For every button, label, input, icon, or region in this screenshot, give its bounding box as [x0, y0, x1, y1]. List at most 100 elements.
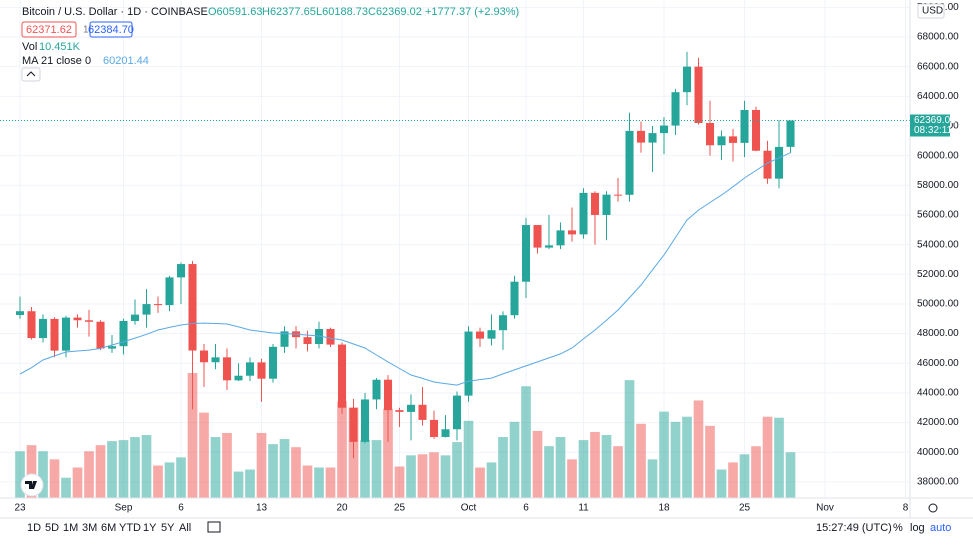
- volume-bar: [95, 445, 106, 498]
- bid-price[interactable]: 62371.62: [26, 24, 72, 36]
- x-tick-label: 23: [14, 503, 26, 514]
- auto-toggle[interactable]: auto: [930, 522, 951, 534]
- volume-bar: [429, 452, 439, 498]
- candle-body: [38, 318, 48, 339]
- y-tick-label: 50000.00: [917, 299, 959, 310]
- candle-body: [763, 150, 772, 179]
- y-tick-label: 48000.00: [917, 328, 959, 339]
- volume-bar: [337, 401, 347, 498]
- volume-bar: [636, 423, 646, 498]
- candle-body: [487, 330, 496, 339]
- volume-bar: [279, 439, 290, 498]
- ma-value: 60201.44: [103, 55, 149, 67]
- volume-bar: [693, 400, 704, 498]
- x-tick-label: 11: [578, 503, 589, 514]
- volume-bar: [567, 459, 577, 498]
- collapse-button[interactable]: [21, 67, 41, 82]
- y-tick-label: 38000.00: [917, 477, 959, 488]
- candle-body: [636, 130, 646, 143]
- candle-body: [705, 123, 715, 146]
- currency[interactable]: USD: [922, 6, 943, 17]
- x-tick-label: 20: [336, 503, 348, 514]
- volume-bar: [739, 454, 750, 498]
- candle-body: [533, 225, 542, 248]
- settings-icon[interactable]: [928, 503, 938, 513]
- range-button[interactable]: All: [179, 522, 191, 534]
- range-button[interactable]: 5Y: [161, 522, 175, 534]
- volume-bar: [49, 459, 60, 498]
- volume-bar: [705, 425, 715, 498]
- candle-body: [441, 429, 450, 437]
- candle-body: [211, 357, 220, 363]
- candle-body: [498, 315, 508, 331]
- volume-bar: [84, 451, 94, 498]
- volume-bar: [728, 462, 738, 498]
- range-button[interactable]: 1D: [27, 522, 41, 534]
- volume-bar: [544, 446, 554, 498]
- candle-body: [257, 362, 266, 379]
- candle-body: [130, 314, 140, 322]
- range-button[interactable]: 1Y: [143, 522, 157, 534]
- candle-body: [682, 66, 692, 93]
- ma-label: MA 21 close 0: [22, 55, 91, 67]
- y-tick-label: 46000.00: [917, 358, 959, 369]
- volume-bar: [785, 452, 796, 498]
- range-button[interactable]: 1M: [63, 522, 78, 534]
- candle-body: [579, 192, 588, 235]
- tradingview-logo: [20, 473, 44, 497]
- volume-bar: [141, 435, 152, 498]
- volume-bar: [498, 437, 508, 498]
- volume-bar: [302, 465, 313, 498]
- volume-bar: [774, 417, 784, 498]
- open-label: O60591.63: [208, 6, 262, 18]
- x-tick-label: Oct: [461, 503, 477, 514]
- volume-label: Vol: [22, 41, 37, 53]
- range-button[interactable]: 5D: [45, 522, 59, 534]
- date-range-icon[interactable]: [207, 521, 221, 533]
- volume-bar: [394, 466, 405, 498]
- x-tick-label: Nov: [816, 503, 834, 514]
- grid: [0, 0, 910, 498]
- log-toggle[interactable]: log: [910, 522, 925, 534]
- candle-body: [521, 225, 531, 282]
- candle-body: [452, 395, 462, 430]
- clock: 15:27:49 (UTC): [816, 522, 892, 534]
- y-tick-label: 52000.00: [917, 269, 959, 280]
- volume-bar: [417, 454, 428, 498]
- volume-bar: [61, 477, 71, 498]
- candle-body: [406, 404, 416, 412]
- candle-body: [153, 304, 163, 306]
- candle-body: [740, 109, 749, 143]
- bid-box[interactable]: [21, 21, 77, 38]
- range-button[interactable]: 6M: [101, 522, 116, 534]
- volume-bar: [659, 411, 669, 498]
- range-button[interactable]: 3M: [82, 522, 97, 534]
- volume-bar: [371, 440, 382, 498]
- high-label: H62377.65: [262, 6, 316, 18]
- candles: [0, 51, 910, 459]
- volume-bar: [164, 462, 175, 498]
- volume-bar: [613, 446, 623, 498]
- candle-body: [717, 136, 726, 146]
- volume-bar: [256, 432, 267, 498]
- candle-body: [50, 318, 59, 351]
- volume-bar: [762, 416, 773, 498]
- volume-bar: [532, 430, 543, 498]
- volume-bar: [210, 437, 221, 498]
- candle-body: [245, 362, 255, 376]
- range-button[interactable]: YTD: [119, 522, 141, 534]
- ask-price[interactable]: 62384.70: [88, 24, 134, 36]
- ask-box[interactable]: [89, 21, 133, 38]
- ma-line: [19, 152, 791, 386]
- candle-body: [464, 331, 473, 396]
- y-tick-label: 60000.00: [917, 150, 959, 161]
- candle-body: [602, 194, 611, 215]
- volume-bar: [475, 467, 485, 498]
- percent-toggle[interactable]: %: [893, 522, 903, 534]
- currency-box[interactable]: [917, 3, 945, 19]
- low-label: L60188.73: [316, 6, 368, 18]
- x-tick-label: 18: [658, 503, 670, 514]
- candle-body: [61, 317, 71, 351]
